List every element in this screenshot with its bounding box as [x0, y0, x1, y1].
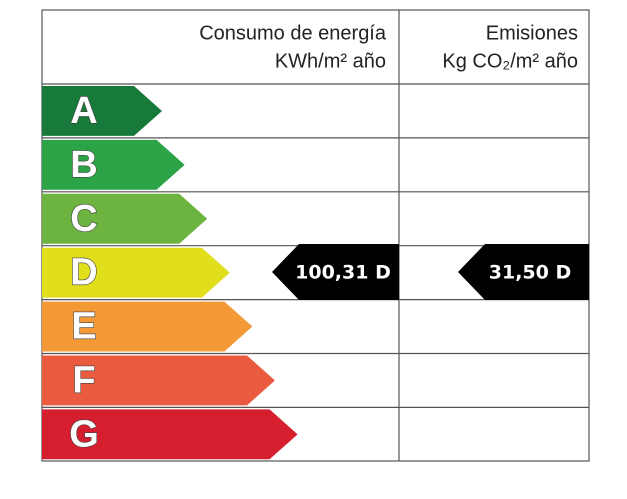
rating-arrow [42, 355, 275, 406]
rating-arrow [42, 193, 208, 244]
rating-letter: F [72, 359, 95, 401]
rating-letter: A [70, 90, 97, 132]
rating-letter: B [70, 144, 97, 186]
rating-letter: G [69, 413, 99, 455]
emission-title: Emisiones [486, 22, 578, 44]
rating-arrow [42, 86, 162, 136]
rating-arrow [42, 247, 230, 298]
emission-indicator [458, 244, 589, 300]
emission-unit: Kg CO₂/m² año [442, 50, 578, 72]
rating-letter: D [70, 252, 97, 294]
rating-arrow [42, 409, 298, 460]
rating-arrow [42, 301, 253, 352]
rating-letter: E [71, 306, 96, 348]
rating-arrow [42, 139, 185, 190]
energy-title: Consumo de energía [199, 22, 387, 44]
consumption-label: 100,31 D [295, 262, 391, 284]
emission-label: 31,50 D [489, 262, 572, 284]
rating-letter: C [70, 198, 97, 240]
energy-unit: KWh/m² año [275, 50, 386, 72]
consumption-indicator [272, 244, 399, 300]
